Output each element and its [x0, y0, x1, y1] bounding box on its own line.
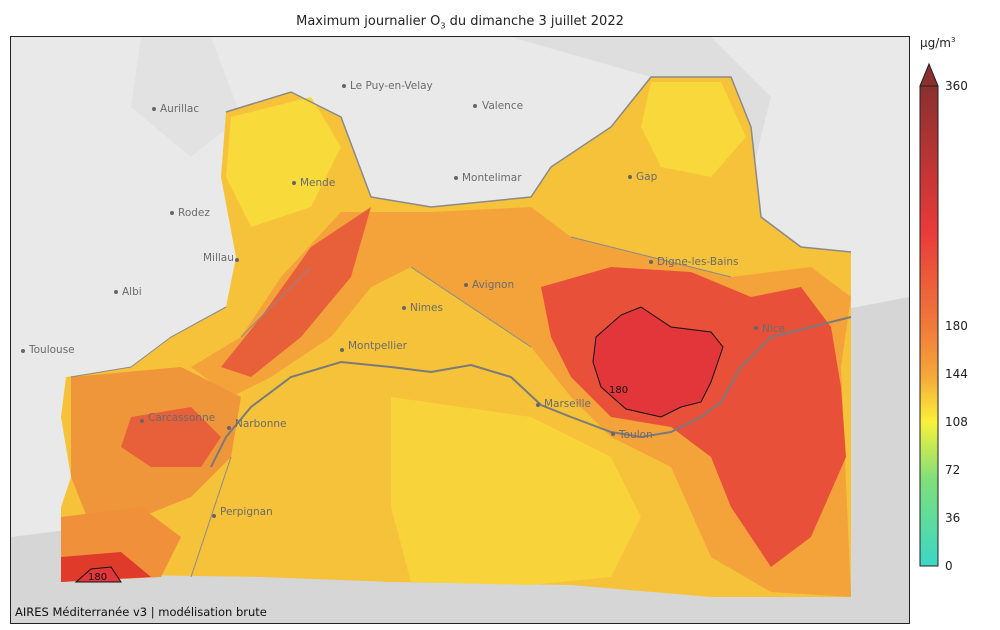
city-label-digne-les-bains: Digne-les-Bains: [657, 256, 739, 268]
city-label-valence: Valence: [482, 100, 523, 112]
city-label-avignon: Avignon: [472, 279, 514, 291]
city-marker[interactable]: Carcassonne: [140, 412, 215, 424]
contour-180-sw: [74, 566, 122, 583]
colorbar-tick: 36: [945, 511, 961, 525]
city-marker[interactable]: Toulouse: [21, 344, 75, 356]
city-marker[interactable]: Avignon: [464, 279, 514, 291]
coastline: [210, 316, 852, 468]
city-label-marseille: Marseille: [544, 398, 591, 410]
city-label-albi: Albi: [122, 286, 142, 298]
city-label-le-puy-en-velay: Le Puy-en-Velay: [350, 80, 433, 92]
colorbar-tick: 72: [945, 463, 961, 477]
city-marker[interactable]: Mende: [292, 177, 335, 189]
city-marker[interactable]: Nimes: [402, 302, 443, 314]
city-label-toulouse: Toulouse: [28, 344, 75, 356]
city-label-nice: Nice: [762, 323, 785, 335]
colorbar-gradient: [919, 85, 939, 567]
city-marker[interactable]: Aurillac: [152, 103, 199, 115]
city-marker[interactable]: Albi: [114, 286, 142, 298]
ozone-field-red-west: [121, 407, 221, 467]
model-credit: AIRES Méditerranée v3 | modélisation bru…: [15, 605, 267, 619]
city-marker[interactable]: Digne-les-Bains: [649, 256, 739, 268]
colorbar-tick: 108: [945, 415, 968, 429]
contour-label: 180: [609, 385, 628, 396]
city-label-aurillac: Aurillac: [160, 103, 199, 115]
city-marker[interactable]: Montpellier: [340, 340, 408, 352]
colorbar-extend-arrow: [919, 62, 939, 87]
city-label-millau: Millau: [203, 252, 234, 264]
city-label-nimes: Nimes: [410, 302, 443, 314]
city-label-rodez: Rodez: [178, 207, 210, 219]
city-label-narbonne: Narbonne: [235, 418, 286, 430]
city-marker[interactable]: Narbonne: [227, 418, 286, 430]
region-border: [225, 76, 852, 253]
city-marker[interactable]: Rodez: [170, 207, 210, 219]
colorbar-tick: 180: [945, 319, 968, 333]
city-marker[interactable]: Perpignan: [212, 506, 273, 518]
map-panel[interactable]: Le Puy-en-Velay Aurillac Valence Mende M…: [10, 36, 910, 624]
ozone-field-red-band: [221, 207, 371, 377]
ozone-map: Le Puy-en-Velay Aurillac Valence Mende M…: [11, 37, 909, 623]
contour-label: 180: [88, 572, 107, 583]
mountain-relief: [131, 37, 241, 157]
city-label-carcassonne: Carcassonne: [148, 412, 215, 424]
city-marker[interactable]: Le Puy-en-Velay: [342, 80, 433, 92]
ozone-field-lightyellow: [391, 397, 641, 585]
city-marker[interactable]: Nice: [754, 323, 785, 335]
city-label-gap: Gap: [636, 171, 658, 183]
colorbar: [919, 62, 939, 567]
city-label-montpellier: Montpellier: [348, 340, 408, 352]
city-label-montelimar: Montelimar: [462, 172, 522, 184]
contour-180-core: [592, 306, 724, 418]
colorbar-tick: 144: [945, 367, 968, 381]
colorbar-tick: 0: [945, 559, 953, 573]
city-marker[interactable]: Toulon: [611, 429, 653, 441]
colorbar-unit: µg/m3: [920, 36, 956, 50]
ozone-field-yellow-north: [226, 97, 341, 227]
map-title: Maximum journalier O3 du dimanche 3 juil…: [296, 14, 624, 31]
city-marker[interactable]: Marseille: [536, 398, 591, 410]
city-marker[interactable]: Millau: [203, 252, 239, 264]
city-label-mende: Mende: [300, 177, 335, 189]
department-borders: [70, 236, 732, 578]
city-label-toulon: Toulon: [618, 429, 653, 441]
city-marker[interactable]: Gap: [628, 171, 658, 183]
city-label-perpignan: Perpignan: [220, 506, 273, 518]
ozone-field-yellow-east: [641, 82, 746, 177]
city-marker[interactable]: Valence: [473, 100, 523, 112]
city-marker[interactable]: Montelimar: [454, 172, 522, 184]
colorbar-tick: 360: [945, 79, 968, 93]
